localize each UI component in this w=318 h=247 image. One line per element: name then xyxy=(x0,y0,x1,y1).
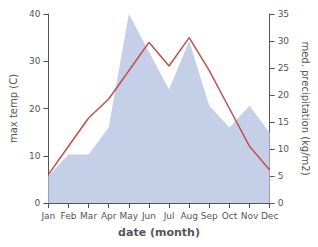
svg-text:30: 30 xyxy=(29,56,41,66)
svg-text:20: 20 xyxy=(29,104,41,114)
svg-text:Aug: Aug xyxy=(180,211,198,221)
svg-text:10: 10 xyxy=(278,144,290,154)
svg-text:40: 40 xyxy=(29,9,41,19)
svg-text:Apr: Apr xyxy=(101,211,117,221)
svg-text:5: 5 xyxy=(278,171,284,181)
svg-text:Feb: Feb xyxy=(61,211,77,221)
svg-text:0: 0 xyxy=(35,198,41,208)
svg-text:Mar: Mar xyxy=(80,211,97,221)
svg-text:Jun: Jun xyxy=(141,211,156,221)
svg-text:Dec: Dec xyxy=(261,211,278,221)
svg-text:10: 10 xyxy=(29,151,41,161)
svg-text:date (month): date (month) xyxy=(118,226,200,239)
svg-text:Sep: Sep xyxy=(201,211,218,221)
svg-text:25: 25 xyxy=(278,63,289,73)
svg-text:Oct: Oct xyxy=(222,211,238,221)
svg-text:35: 35 xyxy=(278,9,289,19)
svg-text:med. precipitation (kg/m2): med. precipitation (kg/m2) xyxy=(300,41,311,175)
svg-text:max temp (C): max temp (C) xyxy=(8,74,19,143)
svg-text:30: 30 xyxy=(278,36,290,46)
svg-text:Jul: Jul xyxy=(163,211,175,221)
svg-text:May: May xyxy=(120,211,139,221)
svg-text:20: 20 xyxy=(278,90,290,100)
svg-text:Nov: Nov xyxy=(241,211,259,221)
svg-text:Jan: Jan xyxy=(40,211,55,221)
svg-text:15: 15 xyxy=(278,117,289,127)
svg-text:0: 0 xyxy=(278,198,284,208)
